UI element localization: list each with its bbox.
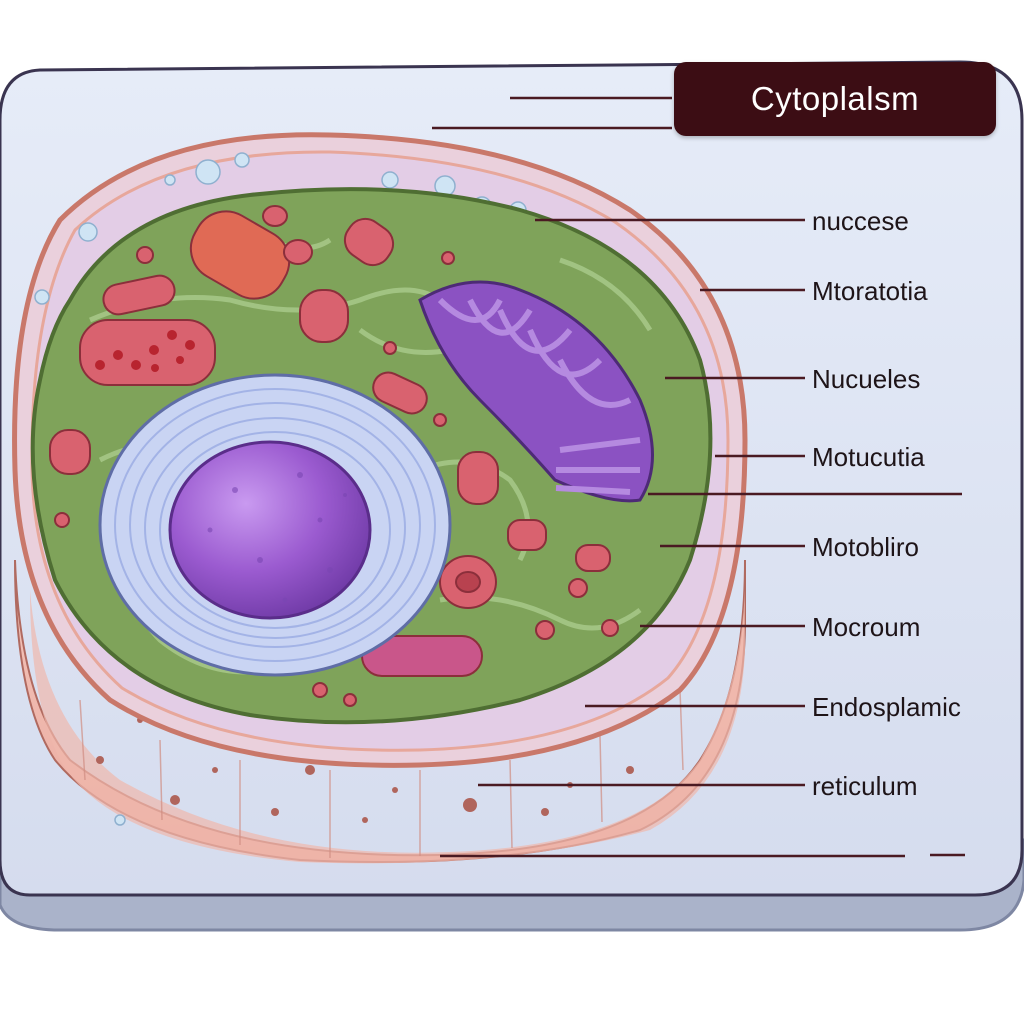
cell-wall-texture [79,689,684,858]
label-motobliro: Motobliro [812,532,919,562]
golgi-apparatus [418,280,654,503]
leader-lines [432,96,965,858]
title-box: Cytoplalsm [674,62,996,136]
label-reticulum: reticulum [812,771,918,801]
label-endosplamic: Endosplamic [812,692,961,722]
label-nucueles: Nucueles [812,364,921,394]
label-nuccese: nuccese [812,206,909,236]
cell-wall-pores [96,647,663,823]
nucleus-texture [207,472,347,603]
nucleus [168,440,372,620]
label-mocroum: Mocroum [812,612,921,642]
diagram-title: Cytoplalsm [750,80,920,117]
label-motucutia: Motucutia [812,442,925,472]
organelles [49,205,649,707]
label-mtoratotia: Mtoratotia [812,276,928,306]
